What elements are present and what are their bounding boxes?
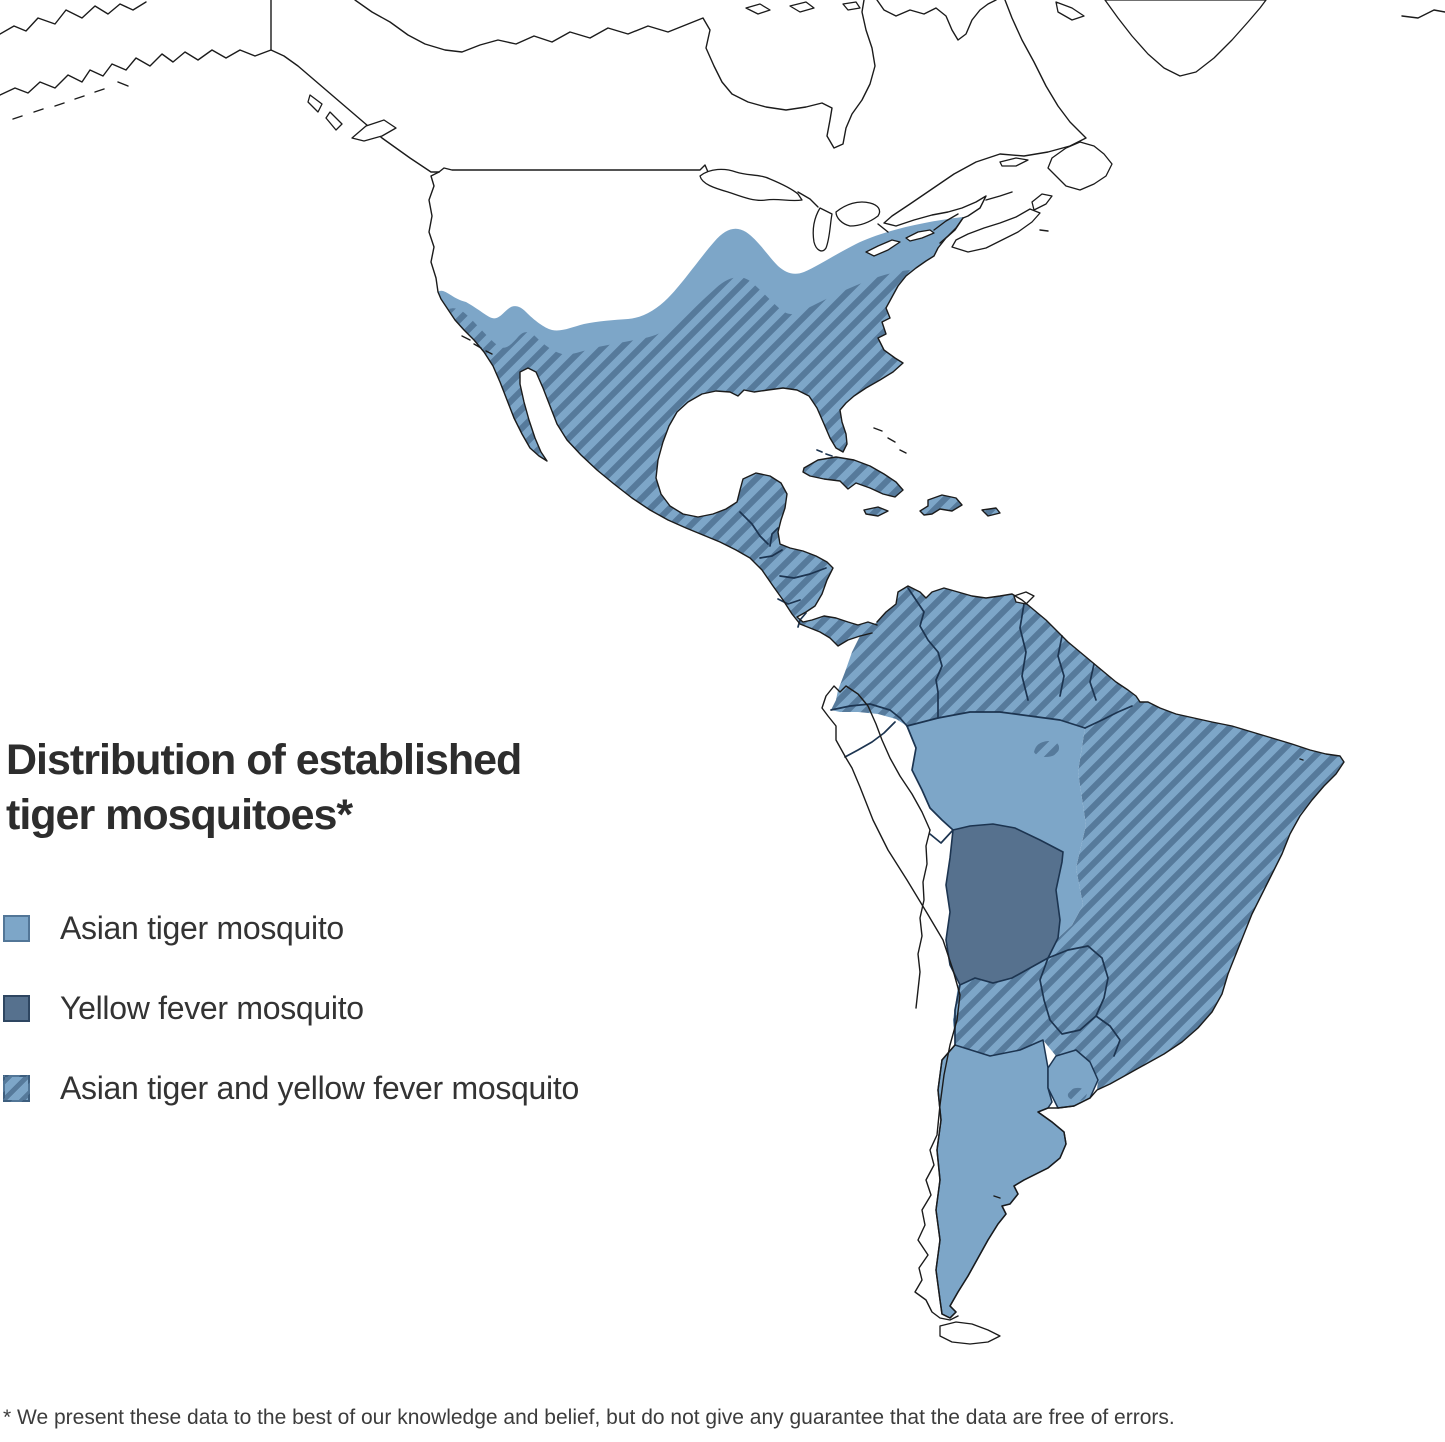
uruguay-hatched-spot — [1067, 1087, 1087, 1101]
coast-chile — [821, 685, 961, 1321]
region-north-america-both-hatched — [449, 270, 910, 646]
coast-south-america — [876, 585, 1345, 1319]
legend: Asian tiger mosquito Yellow fever mosqui… — [3, 908, 579, 1148]
legend-item-yellow-fever: Yellow fever mosquito — [3, 988, 579, 1028]
trinidad — [1013, 591, 1035, 605]
legend-label-yellow-fever: Yellow fever mosquito — [60, 989, 364, 1026]
page-title: Distribution of established tiger mosqui… — [6, 733, 706, 843]
central-america-borders — [739, 511, 827, 628]
legend-swatch-yellow-fever — [3, 994, 30, 1022]
title-line-1: Distribution of established — [6, 736, 522, 784]
region-bolivia-yellow-fever — [945, 823, 1064, 987]
region-hispaniola-hatched — [919, 494, 963, 516]
footnote: * We present these data to the best of o… — [3, 1406, 1175, 1429]
legend-item-both-species: Asian tiger and yellow fever mosquito — [3, 1068, 579, 1108]
coast-east-gulf-mexico — [655, 217, 964, 626]
title-line-2: tiger mosquitoes* — [6, 791, 353, 839]
nova-scotia — [951, 208, 1041, 253]
coast-pacific-mexico-baja — [428, 171, 873, 647]
greenland — [1104, 0, 1267, 77]
amazon-hatched-spot — [1034, 741, 1060, 757]
region-jamaica-hatched — [863, 506, 889, 517]
legend-swatch-asian-tiger — [3, 914, 30, 942]
great-lakes — [699, 168, 935, 257]
region-puerto-rico-hatched — [981, 507, 1001, 517]
region-south-america-both-hatched — [831, 586, 1344, 1090]
legend-label-both-species: Asian tiger and yellow fever mosquito — [60, 1069, 579, 1106]
coastlines — [0, 0, 1445, 1345]
us-canada-border-line — [438, 164, 709, 173]
newfoundland — [1047, 141, 1113, 191]
region-cuba-hatched — [802, 456, 904, 498]
legend-item-asian-tiger: Asian tiger mosquito — [3, 908, 579, 948]
region-amazon-asian-tiger — [907, 712, 1086, 938]
legend-swatch-both-species — [3, 1074, 30, 1102]
south-america-borders — [830, 587, 1133, 1057]
vancouver-island — [351, 119, 397, 142]
legend-label-asian-tiger: Asian tiger mosquito — [60, 909, 344, 946]
region-argentina-asian-tiger — [935, 1039, 1067, 1319]
tierra-del-fuego — [939, 1321, 1001, 1345]
